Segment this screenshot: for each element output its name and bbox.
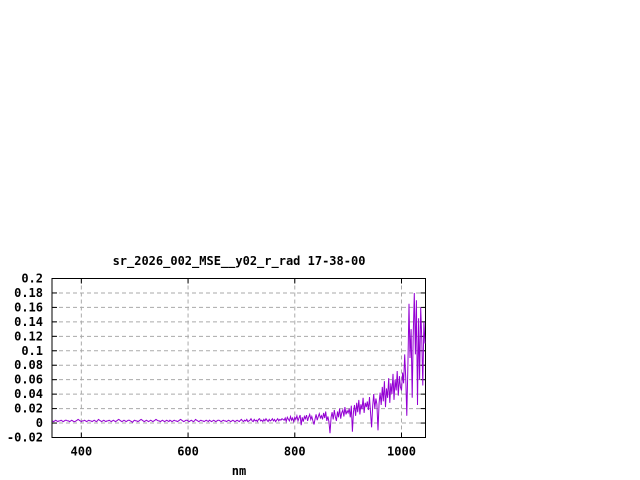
y-tick-label: 0.04 <box>14 387 43 401</box>
y-tick-label: 0.06 <box>14 373 43 387</box>
plot-border <box>51 278 426 438</box>
x-tick-label: 800 <box>284 445 306 459</box>
y-tick-label: 0.1 <box>21 344 43 358</box>
grid-lines <box>52 278 426 438</box>
y-tick-label: 0.12 <box>14 329 43 343</box>
x-tick-label: 600 <box>177 445 199 459</box>
chart-title: sr_2026_002_MSE__y02_r_rad 17-38-00 <box>112 254 366 268</box>
tick-labels: -0.0200.020.040.060.080.10.120.140.160.1… <box>7 272 416 459</box>
y-tick-label: -0.02 <box>7 431 43 445</box>
y-tick-label: 0.2 <box>21 272 43 286</box>
x-axis-unit-label: nm <box>231 464 247 478</box>
y-tick-label: 0.08 <box>14 358 43 372</box>
y-tick-label: 0.18 <box>14 286 43 300</box>
y-tick-label: 0.16 <box>14 300 43 314</box>
data-series <box>52 292 426 434</box>
x-tick-label: 400 <box>71 445 93 459</box>
y-tick-label: 0.02 <box>14 402 43 416</box>
y-tick-label: 0.14 <box>14 315 43 329</box>
x-tick-label: 1000 <box>387 445 416 459</box>
tick-marks <box>52 278 426 438</box>
y-tick-label: 0 <box>36 416 43 430</box>
